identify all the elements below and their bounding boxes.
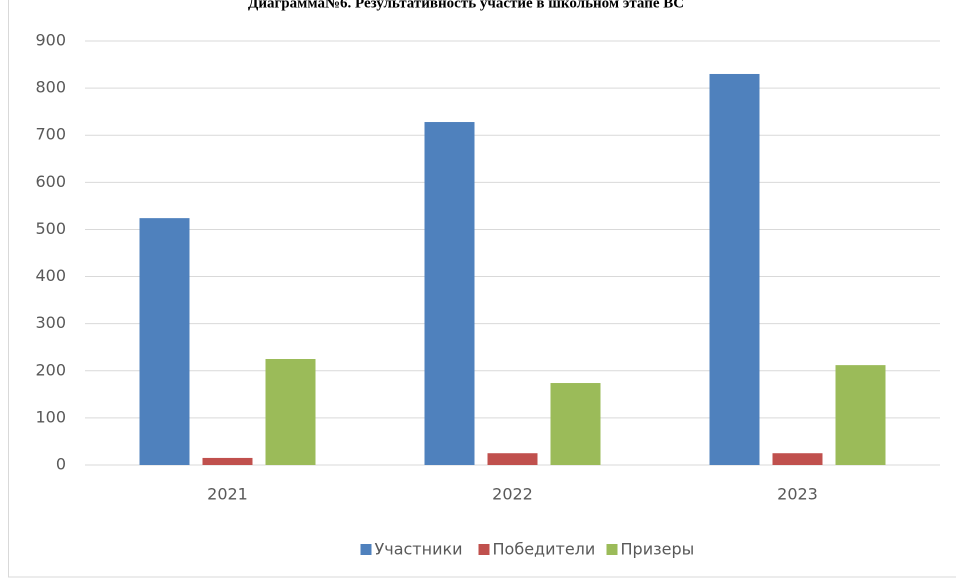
bar	[202, 457, 253, 465]
y-tick-label: 0	[56, 455, 66, 474]
bar	[487, 453, 538, 465]
legend-label: Призеры	[621, 540, 695, 559]
bar	[139, 218, 190, 465]
legend-swatch	[478, 544, 490, 555]
y-tick-label: 800	[35, 78, 66, 97]
legend-label: Победители	[493, 540, 596, 559]
bar	[265, 359, 316, 465]
y-tick-label: 500	[35, 219, 66, 238]
x-tick-label: 2021	[207, 485, 248, 504]
bar	[772, 453, 823, 465]
bar	[709, 73, 760, 465]
legend-label: Участники	[375, 540, 463, 559]
bar	[550, 383, 601, 465]
x-tick-label: 2022	[492, 485, 533, 504]
y-tick-label: 700	[35, 125, 66, 144]
y-tick-label: 300	[35, 313, 66, 332]
y-tick-label: 200	[35, 360, 66, 379]
legend-swatch	[360, 544, 372, 555]
y-tick-label: 100	[35, 407, 66, 426]
bar	[424, 122, 475, 465]
legend-swatch	[606, 544, 618, 555]
y-tick-label: 900	[35, 31, 66, 50]
chart-title: Диаграмма№6. Результативность участие в …	[248, 0, 684, 11]
y-tick-label: 600	[35, 172, 66, 191]
bar	[835, 365, 886, 465]
x-tick-label: 2023	[777, 485, 818, 504]
y-tick-label: 400	[35, 266, 66, 285]
